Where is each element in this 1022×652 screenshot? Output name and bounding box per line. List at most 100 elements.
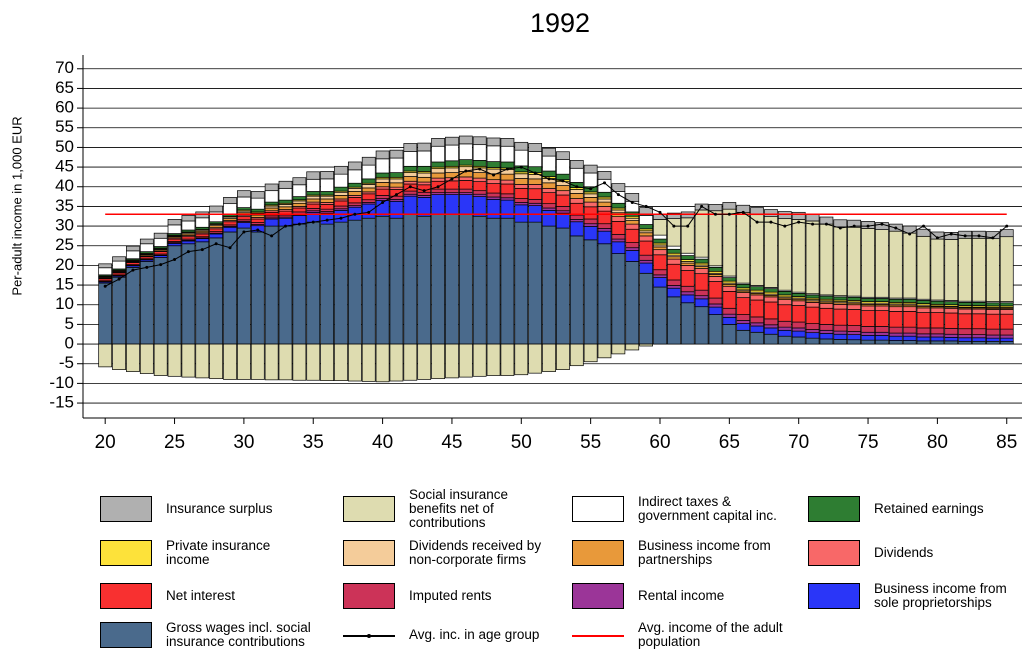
bar-segment: [999, 337, 1014, 342]
bar-segment: [764, 296, 778, 303]
bar-segment: [666, 212, 681, 219]
bar-segment: [292, 177, 307, 186]
chart-title: 1992: [530, 8, 590, 38]
bar-segment: [514, 187, 529, 199]
bar-segment: [431, 213, 445, 345]
x-tick-label: 75: [857, 432, 878, 453]
bar-segment: [167, 219, 182, 226]
line-marker: [408, 185, 412, 189]
bar-segment: [223, 197, 237, 205]
bar-segment: [445, 160, 459, 167]
bar-segment: [472, 190, 487, 195]
bar-segment: [861, 310, 875, 327]
bar-segment: [431, 177, 445, 182]
bar-segment: [486, 217, 501, 345]
line-marker: [242, 230, 246, 234]
bar-segment: [209, 237, 224, 345]
bar-segment: [875, 335, 889, 341]
bar-segment: [431, 343, 445, 380]
bar-segment: [722, 324, 737, 345]
x-tick-label: 55: [580, 432, 601, 453]
line-marker: [270, 234, 274, 238]
bar-segment: [791, 211, 806, 220]
bar-segment: [597, 343, 612, 359]
line-marker: [700, 204, 704, 208]
line-marker: [103, 284, 107, 288]
bar-segment: [639, 259, 653, 264]
line-marker: [713, 212, 717, 216]
bar-segment: [486, 137, 501, 147]
bar-segment: [972, 337, 986, 342]
bar-segment: [223, 221, 237, 226]
bar-segment: [334, 186, 348, 192]
bar-segment: [389, 182, 404, 188]
bar-segment: [458, 135, 473, 145]
bar-segment: [389, 200, 404, 219]
bar-segment: [417, 191, 432, 196]
line-marker: [256, 228, 260, 232]
bar-segment: [209, 343, 224, 380]
bar-segment: [195, 241, 210, 345]
line-marker: [478, 167, 482, 171]
bar-segment: [777, 218, 792, 291]
bar-segment: [458, 188, 473, 193]
bar-segment: [875, 229, 889, 298]
bar-segment: [403, 172, 418, 177]
line-marker: [284, 224, 288, 228]
bar-segment: [736, 320, 751, 324]
bar-segment: [514, 202, 529, 206]
bar-segment: [250, 208, 265, 213]
bar-segment: [791, 330, 806, 338]
bar-segment: [181, 240, 196, 245]
bar-segment: [944, 239, 959, 301]
bar-segment: [167, 238, 182, 242]
bar-segment: [528, 188, 543, 200]
bar-segment: [944, 327, 959, 335]
bar-segment: [528, 151, 543, 168]
bar-segment: [542, 343, 556, 372]
line-marker: [686, 224, 690, 228]
line-marker: [492, 173, 496, 177]
bar-segment: [805, 220, 820, 295]
legend-item: Private insurance income: [100, 539, 316, 567]
bar-segment: [888, 326, 903, 334]
bar-segment: [930, 340, 945, 345]
bar-segment: [666, 218, 681, 247]
bar-segment: [472, 177, 487, 182]
bar-segment: [791, 327, 806, 332]
line-marker: [589, 187, 593, 191]
bar-segment: [972, 340, 986, 345]
bar-segment: [680, 217, 695, 254]
bar-segment: [112, 260, 126, 270]
bar-segment: [375, 178, 390, 183]
line-marker: [922, 224, 926, 228]
bar-segment: [445, 180, 459, 190]
bar-segment: [445, 194, 459, 215]
bar-segment: [639, 272, 653, 345]
bar-segment: [237, 196, 251, 208]
bar-segment: [472, 181, 487, 192]
bar-segment: [653, 249, 667, 256]
bar-segment: [694, 258, 709, 264]
bar-segment: [805, 329, 820, 334]
y-tick-label: -5: [59, 353, 74, 372]
line-marker: [422, 189, 426, 193]
bar-segment: [861, 228, 875, 298]
bar-segment: [833, 226, 848, 297]
bar-segment: [999, 309, 1014, 315]
bar-segment: [597, 191, 612, 198]
y-axis-label: Per-adult income in 1,000 EUR: [9, 116, 24, 295]
bar-segment: [375, 215, 390, 345]
line-marker: [145, 265, 149, 269]
line-marker: [131, 268, 135, 272]
bar-segment: [417, 197, 432, 217]
bar-segment: [611, 216, 626, 222]
bar-segment: [986, 302, 1000, 307]
line-marker: [311, 220, 315, 224]
bar-segment: [597, 198, 612, 203]
bar-segment: [791, 219, 806, 293]
bar-segment: [250, 343, 265, 380]
line-marker: [963, 234, 967, 238]
line-marker: [991, 236, 995, 240]
bar-segment: [625, 223, 640, 230]
